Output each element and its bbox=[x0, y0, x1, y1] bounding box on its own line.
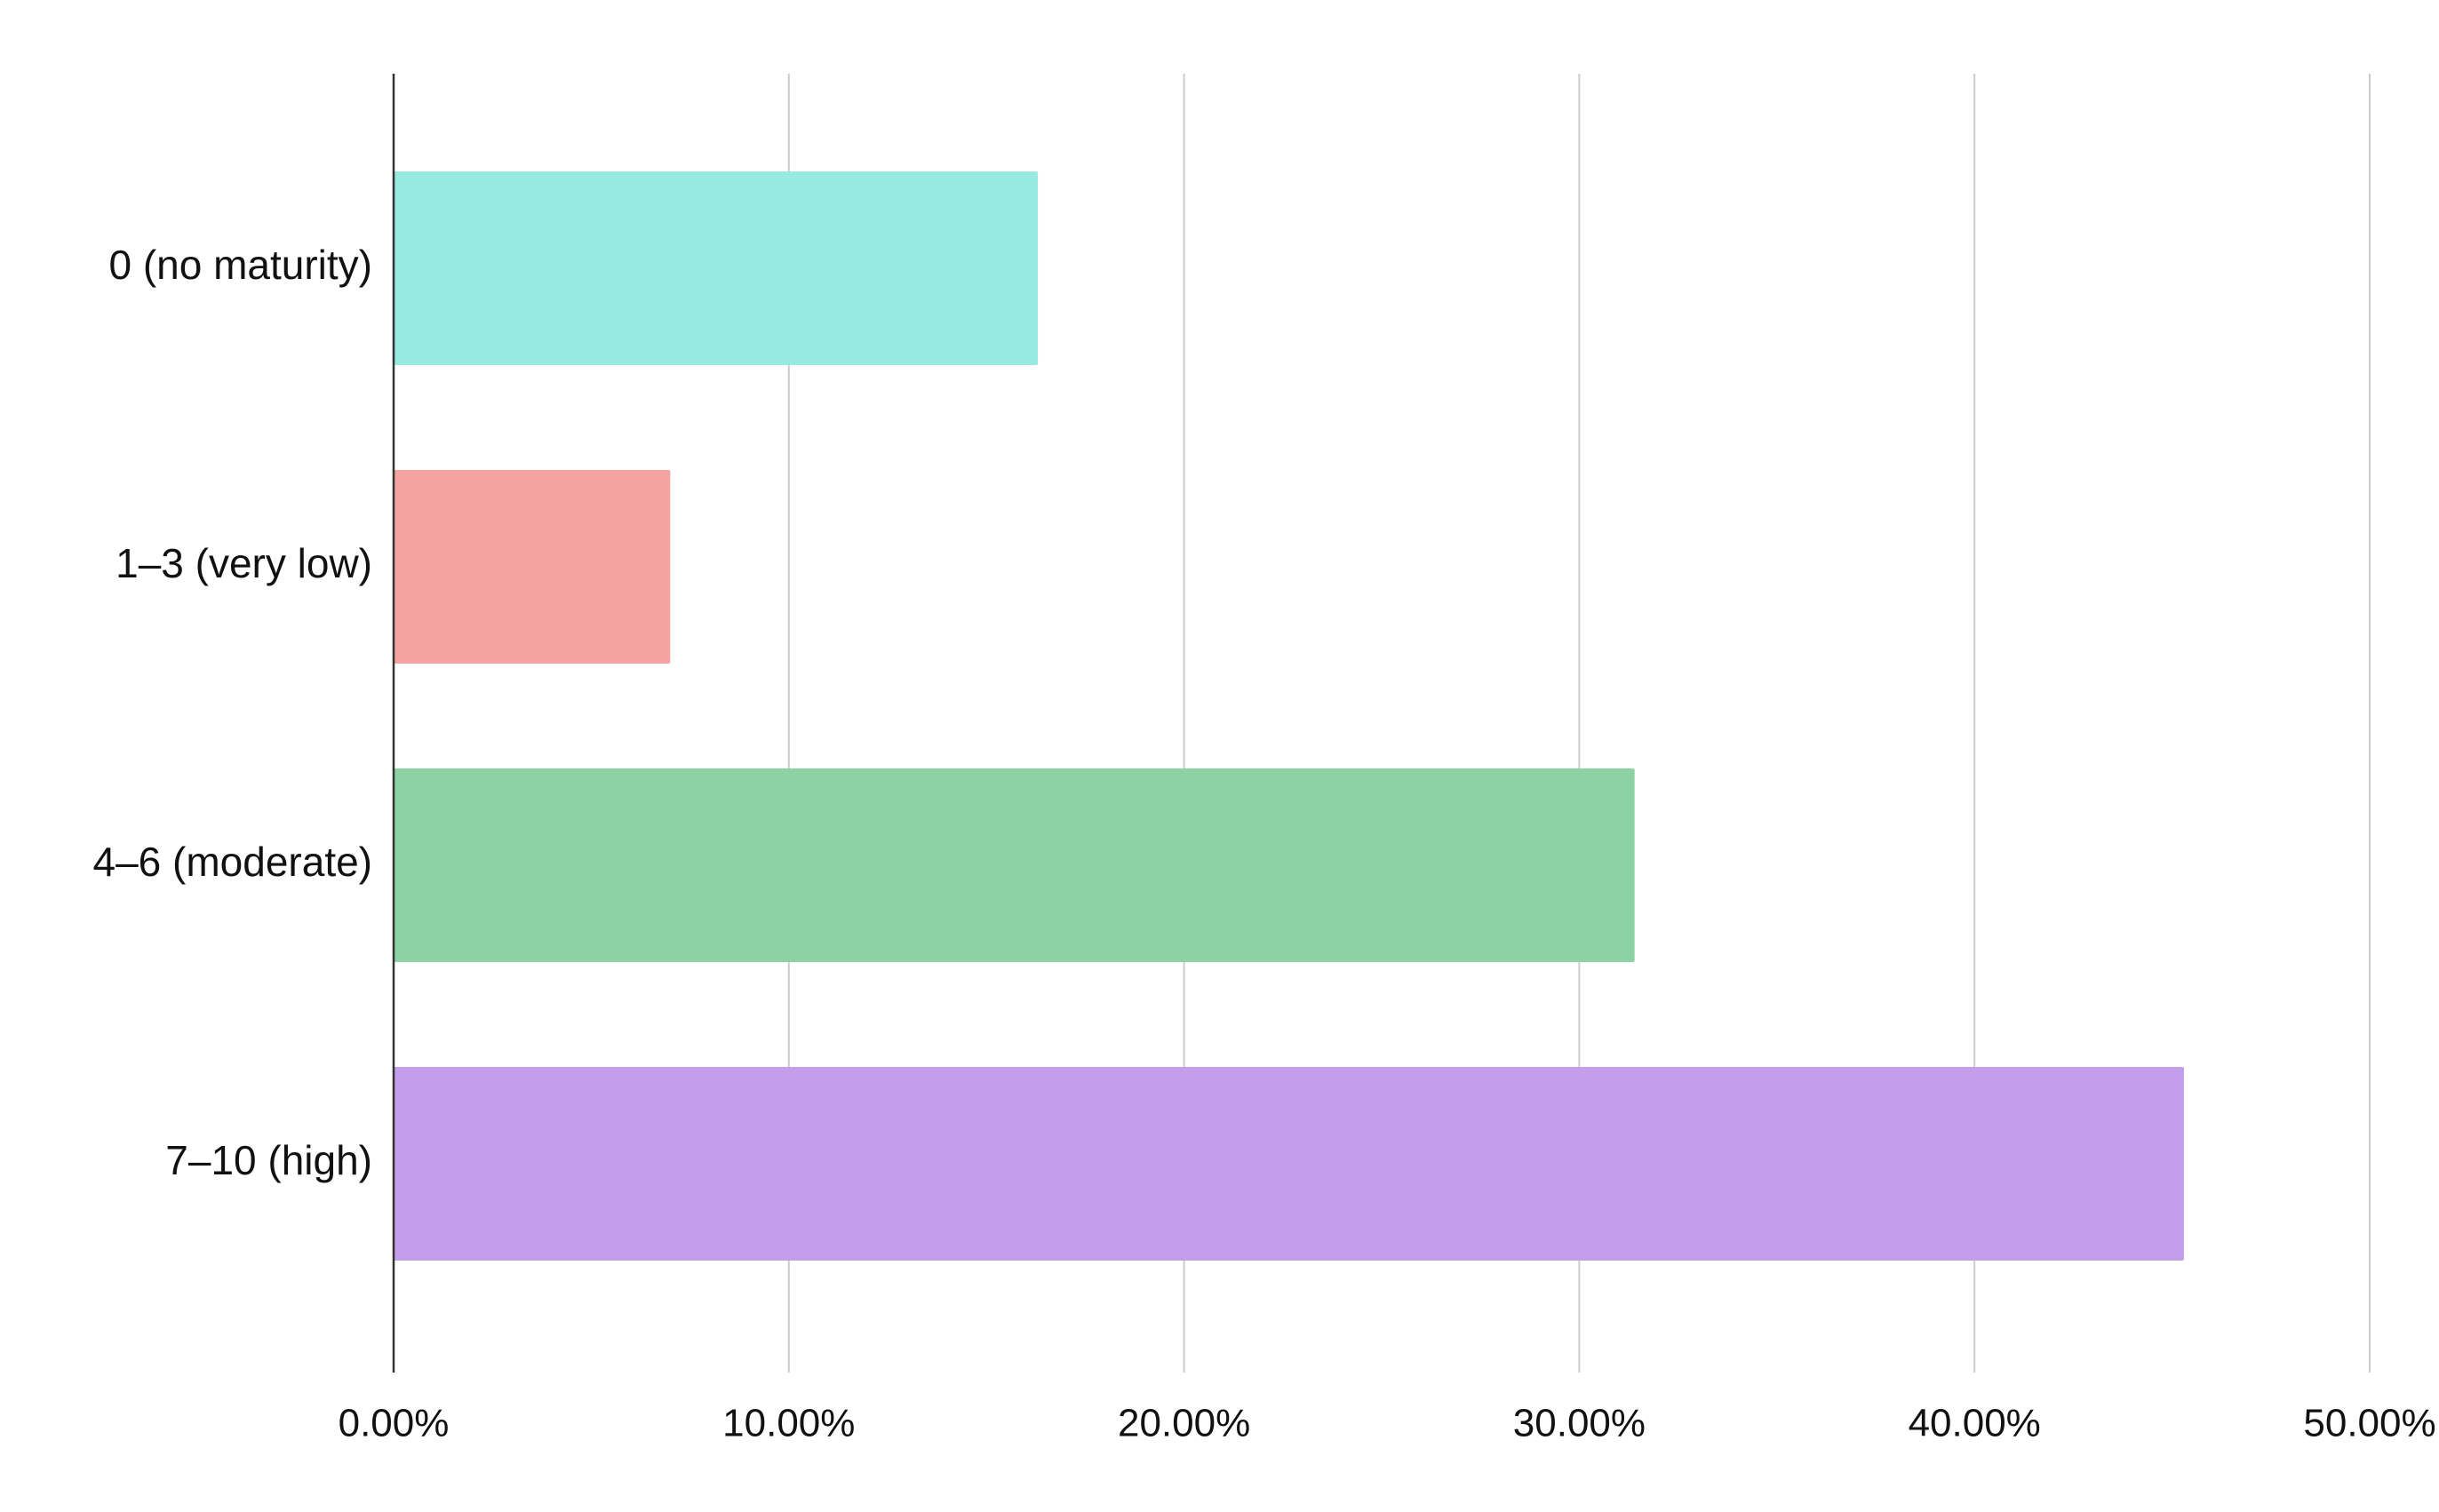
x-tick-label-0: 0.00% bbox=[339, 1402, 450, 1445]
x-tick-label-1: 10.00% bbox=[722, 1402, 855, 1445]
category-label-0: 0 (no maturity) bbox=[108, 242, 372, 288]
category-labels: 0 (no maturity) 1–3 (very low) 4–6 (modera… bbox=[93, 242, 373, 1183]
bar-2 bbox=[394, 768, 1635, 962]
category-label-1: 1–3 (very low) bbox=[116, 540, 372, 586]
bar-0 bbox=[394, 171, 1039, 365]
bar-1 bbox=[394, 470, 671, 664]
x-tick-label-5: 50.00% bbox=[2303, 1402, 2435, 1445]
category-label-3: 7–10 (high) bbox=[165, 1137, 372, 1183]
category-label-2: 4–6 (moderate) bbox=[93, 839, 373, 885]
bar-3 bbox=[394, 1067, 2184, 1261]
bars bbox=[394, 171, 2184, 1261]
x-tick-label-3: 30.00% bbox=[1513, 1402, 1646, 1445]
x-tick-label-4: 40.00% bbox=[1909, 1402, 2041, 1445]
x-tick-labels: 0.00% 10.00% 20.00% 30.00% 40.00% 50.00% bbox=[339, 1402, 2436, 1445]
x-tick-label-2: 20.00% bbox=[1118, 1402, 1250, 1445]
